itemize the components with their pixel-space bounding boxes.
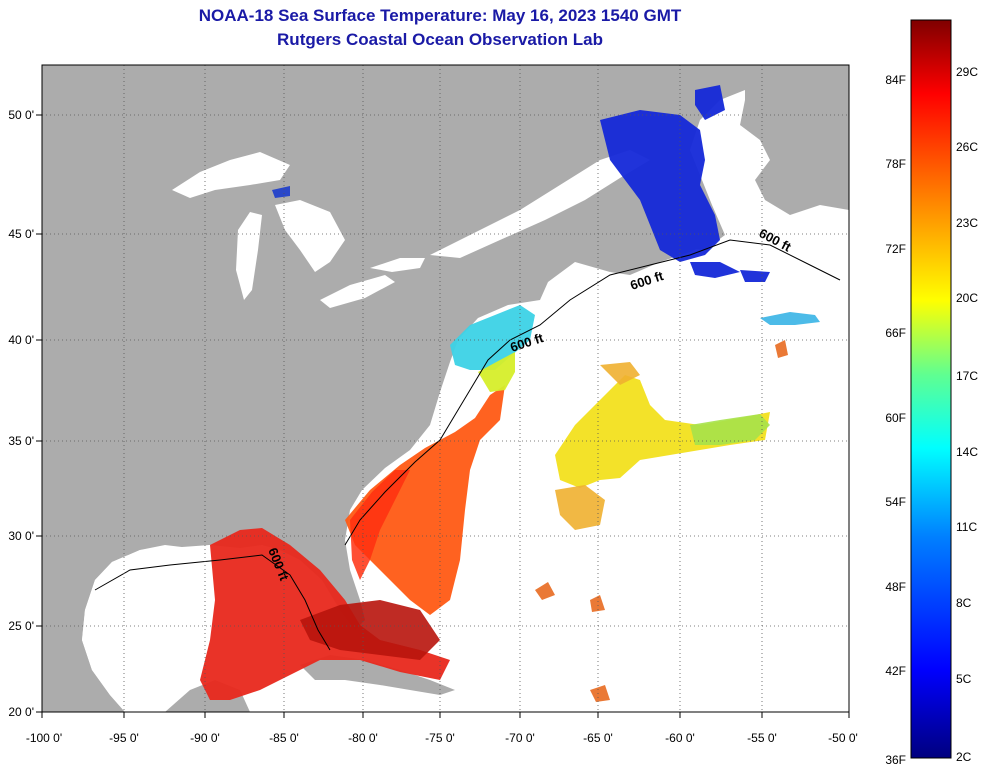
lon-tick-label: -90 0': [190, 731, 220, 745]
sst-gulf-st-lawrence-cold: [600, 110, 720, 262]
colorbar-celsius-label: 5C: [956, 672, 972, 686]
colorbar-celsius-label: 2C: [956, 750, 972, 764]
sst-offshore-yellow: [555, 375, 770, 488]
lake-erie-ontario: [320, 258, 425, 308]
lon-tick-label: -65 0': [583, 731, 613, 745]
colorbar-celsius-label: 11C: [956, 520, 977, 534]
colorbar-labels: 84F 78F 72F 66F 60F 54F 48F 42F 36F 29C 26C 23C 20C 1…: [885, 65, 978, 767]
contour-600ft-line: [94, 239, 841, 651]
lake-superior: [172, 152, 290, 198]
colorbar-fahrenheit-label: 72F: [885, 242, 906, 256]
colorbar-celsius-label: 26C: [956, 140, 978, 154]
sst-overlay: [200, 85, 820, 702]
lon-tick-label: -70 0': [505, 731, 535, 745]
map-gridlines: [42, 65, 849, 712]
map-tick-marks: [36, 114, 850, 718]
colorbar-celsius-label: 29C: [956, 65, 978, 79]
sst-lake-cold: [272, 186, 290, 198]
lat-tick-label: 45 0': [8, 227, 34, 241]
sst-mid-atlantic-yellow: [478, 352, 515, 392]
colorbar-celsius-label: 17C: [956, 369, 978, 383]
sst-gulf-stream-core: [350, 470, 410, 580]
colorbar-celsius-label: 20C: [956, 291, 978, 305]
lon-tick-label: -50 0': [828, 731, 858, 745]
lon-tick-label: -100 0': [26, 731, 62, 745]
sst-scotian-cyan: [760, 312, 820, 325]
st-lawrence-river: [430, 150, 650, 258]
latitude-labels: 50 0' 45 0' 40 0' 35 0' 30 0' 25 0' 20 0': [8, 108, 34, 719]
map-title: NOAA-18 Sea Surface Temperature: May 16,…: [198, 6, 682, 25]
lake-michigan-huron: [236, 200, 345, 300]
lon-tick-label: -85 0': [269, 731, 299, 745]
lon-tick-label: -60 0': [665, 731, 695, 745]
cuba-land: [300, 655, 455, 695]
lat-tick-label: 30 0': [8, 529, 34, 543]
newfoundland-land: [740, 65, 849, 215]
colorbar-celsius-label: 8C: [956, 596, 972, 610]
longitude-labels: -100 0' -95 0' -90 0' -85 0' -80 0' -75 0' -70…: [26, 731, 858, 745]
lon-tick-label: -95 0': [109, 731, 139, 745]
colorbar-fahrenheit-label: 48F: [885, 580, 906, 594]
lon-tick-label: -75 0': [425, 731, 455, 745]
temperature-colorbar: [910, 19, 952, 759]
colorbar-fahrenheit-label: 84F: [885, 73, 906, 87]
colorbar-celsius-label: 23C: [956, 216, 978, 230]
colorbar-fahrenheit-label: 54F: [885, 495, 906, 509]
north-america-land: [42, 65, 750, 712]
lat-tick-label: 35 0': [8, 434, 34, 448]
lat-tick-label: 20 0': [8, 705, 34, 719]
colorbar-fahrenheit-label: 78F: [885, 157, 906, 171]
lat-tick-label: 50 0': [8, 108, 34, 122]
sst-offshore-green: [690, 414, 770, 445]
sst-labrador-cold: [690, 85, 770, 282]
lat-tick-label: 25 0': [8, 619, 34, 633]
sst-caribbean-dark: [300, 600, 440, 660]
map-frame: [41, 64, 850, 713]
gulf-of-mexico: [82, 545, 210, 712]
colorbar-fahrenheit-label: 66F: [885, 326, 906, 340]
sst-offshore-orange: [555, 362, 640, 530]
colorbar-fahrenheit-label: 42F: [885, 664, 906, 678]
lon-tick-label: -80 0': [348, 731, 378, 745]
sst-gulf-stream: [345, 385, 505, 615]
sst-mid-atlantic-cool: [450, 305, 535, 370]
colorbar-celsius-label: 14C: [956, 445, 978, 459]
map-subtitle: Rutgers Coastal Ocean Observation Lab: [277, 30, 603, 49]
colorbar-fahrenheit-label: 36F: [885, 753, 906, 767]
lon-tick-label: -55 0': [747, 731, 777, 745]
colorbar-fahrenheit-label: 60F: [885, 411, 906, 425]
lat-tick-label: 40 0': [8, 333, 34, 347]
